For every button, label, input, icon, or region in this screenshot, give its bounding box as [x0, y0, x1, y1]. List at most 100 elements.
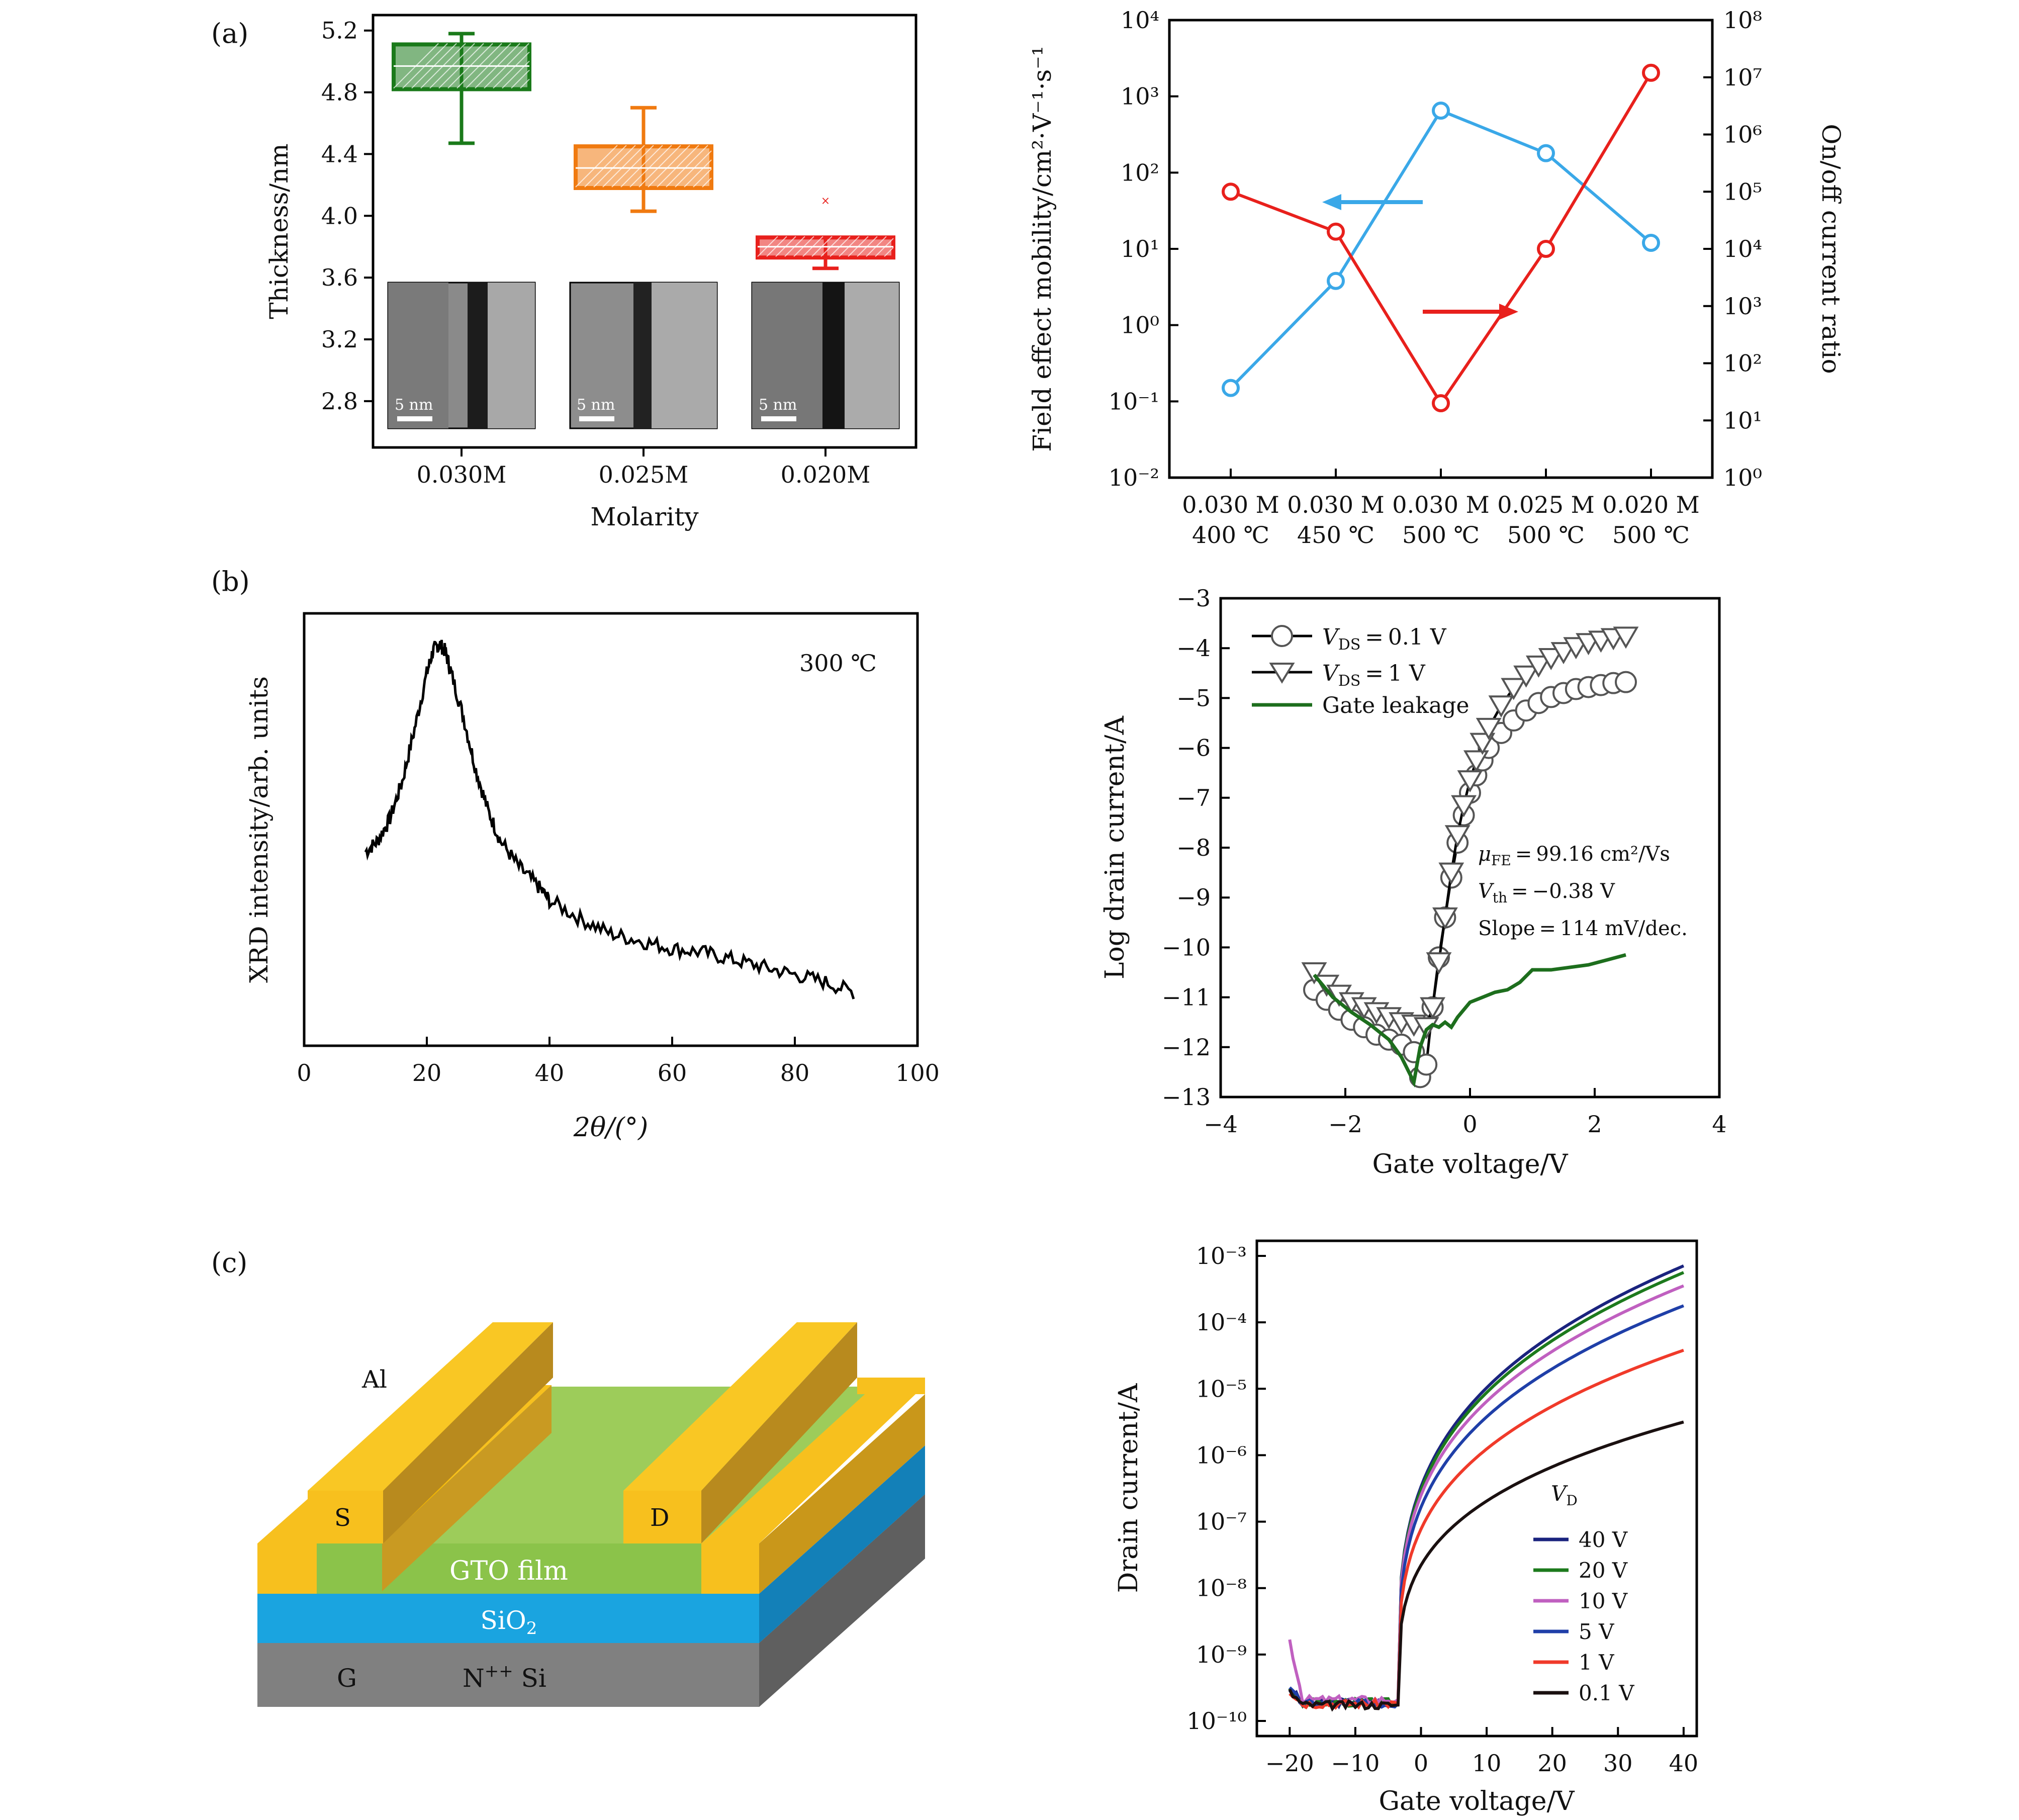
marker-triangle	[1525, 655, 1551, 678]
y-tick-label-right: 10⁸	[1723, 7, 1762, 34]
marker-triangle	[1488, 695, 1514, 718]
legend: VD 40 V 20 V 10 V 5 V 1 V 0.1 V	[1533, 1481, 1634, 1705]
y-tick-label-right: 10⁶	[1723, 121, 1762, 148]
label-source: S	[334, 1504, 351, 1532]
y-tick-label: 3.2	[321, 326, 358, 353]
hatch	[884, 247, 894, 257]
x-tick-label: 0	[1414, 1750, 1428, 1777]
x-tick-label: 0.020M	[781, 461, 871, 488]
series	[1288, 1264, 1685, 1712]
series-line-0.1V	[1288, 1420, 1684, 1712]
tem-inset-1: 5 nm	[387, 282, 536, 429]
label-gto-film: GTO film	[449, 1556, 568, 1586]
y-tick-label: −3	[1176, 585, 1211, 612]
x-tick-label: 0.030 M	[1287, 491, 1384, 518]
chart-transfer: −4 −2 0 2 4 −13 −12 −11 −10 −9 −8 −7 −6 −5 −4 −3 VDS = …	[1100, 585, 1727, 1179]
y-axis-label: Log drain current/A	[1100, 715, 1130, 979]
series-none	[1313, 953, 1626, 1088]
marker	[1642, 233, 1660, 252]
legend-label: 1 V	[1579, 1650, 1614, 1675]
xrd-series-line	[364, 640, 855, 999]
series-line-10V	[1288, 1284, 1685, 1707]
y-tick-label: −4	[1176, 634, 1211, 662]
marker	[1432, 102, 1450, 120]
y-tick-label: −11	[1162, 984, 1211, 1011]
series-lines	[1222, 63, 1660, 413]
x-tick-label: −10	[1331, 1750, 1380, 1777]
marker	[1222, 379, 1240, 397]
y-tick-label-right: 10¹	[1723, 407, 1762, 434]
hatch	[602, 145, 645, 188]
x-tick-label: 4	[1712, 1111, 1726, 1138]
y-tick-label: 10⁻⁵	[1196, 1375, 1247, 1402]
y-tick-label-right: 10⁰	[1723, 464, 1762, 491]
legend-label-leakage: Gate leakage	[1322, 693, 1470, 718]
marker-circle	[1615, 671, 1637, 693]
marker-triangle	[1501, 678, 1527, 700]
temperature-annotation: 300 ℃	[799, 650, 877, 677]
legend-label: 20 V	[1579, 1558, 1628, 1583]
legend-label: 10 V	[1579, 1589, 1628, 1613]
y-tick-label-left: 10¹	[1121, 235, 1159, 262]
x-axis-label: Molarity	[590, 502, 699, 531]
label-sio2: SiO2	[481, 1606, 537, 1639]
chart-thickness-boxplot: 2.8 3.2 3.6 4.0 4.4 4.8 5.2 5 nm 5 nm	[264, 14, 917, 531]
box-0.020M: ×	[756, 195, 895, 270]
x-ticks: 0.030M 0.025M 0.020M	[417, 447, 871, 488]
direction-arrows	[1322, 194, 1518, 320]
y-axis-label-right: On/off current ratio	[1816, 124, 1846, 374]
y-tick-label: −5	[1176, 684, 1211, 711]
scale-label: 5 nm	[395, 396, 433, 414]
y-axis-label-left: Field effect mobility/cm²·V⁻¹·s⁻¹	[1028, 46, 1057, 451]
y-tick-label-right: 10³	[1723, 293, 1762, 320]
hatch	[648, 145, 690, 188]
hatch	[629, 145, 672, 188]
y-tick-label-left: 10⁴	[1121, 7, 1159, 34]
x-tick-label: 60	[658, 1059, 687, 1086]
axis-ticks: 0 20 40 60 80 100	[297, 1037, 940, 1086]
marker	[1222, 183, 1240, 201]
y-tick-label: 2.8	[321, 388, 358, 415]
label-si: N++ Si	[463, 1661, 546, 1693]
series-line-20V	[1288, 1271, 1685, 1709]
hatch	[666, 145, 708, 188]
y-tick-label: 10⁻⁹	[1196, 1641, 1247, 1668]
x-tick-label: −20	[1265, 1750, 1314, 1777]
y-axis-label: XRD intensity/arb. units	[244, 676, 273, 983]
gto-film	[317, 1543, 701, 1594]
label-al: Al	[361, 1366, 387, 1394]
box-0.030M	[392, 32, 531, 145]
marker-triangle	[1420, 997, 1446, 1020]
y-tick-label-right: 10²	[1723, 350, 1762, 377]
marker	[1642, 63, 1660, 82]
x-tick-label: 80	[780, 1059, 810, 1086]
marker	[1432, 394, 1450, 413]
x-tick-label: 40	[1669, 1750, 1699, 1777]
x-tick-label: 0.025 M	[1497, 491, 1594, 518]
hatch	[593, 145, 636, 188]
y-ticks: 2.8 3.2 3.6 4.0 4.4 4.8 5.2	[321, 17, 373, 415]
y-tick-label: −7	[1176, 784, 1211, 811]
sio2-layer	[257, 1594, 759, 1643]
legend-marker-circle	[1271, 625, 1293, 647]
y-tick-label-right: 10⁴	[1723, 235, 1762, 262]
y-tick-label: −13	[1162, 1083, 1211, 1111]
chart-drain-current: −20 −10 0 10 20 30 40 10⁻¹⁰ 10⁻⁹ 10⁻⁸ 10⁻⁷ 10⁻⁶ 10⁻⁵…	[1114, 1239, 1699, 1816]
plot-frame	[303, 612, 919, 1047]
hatch	[638, 145, 681, 188]
y-tick-label: −12	[1162, 1034, 1211, 1061]
label-drain: D	[650, 1504, 669, 1532]
marker-triangle	[1613, 626, 1639, 649]
axis-ticks: 10⁻² 10⁻¹ 10⁰ 10¹ 10² 10³ 10⁴ 10⁰ 10¹ 10² 10³ 10⁴ 10…	[1109, 7, 1762, 549]
hatch	[684, 159, 712, 188]
marker-triangle	[1550, 642, 1577, 665]
panel-label-b: (b)	[211, 566, 250, 597]
panel-label-c: (c)	[211, 1247, 247, 1279]
annotation-vth: Vth = −0.38 V	[1478, 880, 1615, 906]
legend: VDS = 0.1 V VDS = 1 V Gate leakage	[1252, 624, 1470, 718]
panel-label-a: (a)	[211, 18, 248, 49]
series-line-1V	[1289, 1348, 1684, 1710]
y-tick-label-left: 10⁻²	[1109, 464, 1159, 491]
y-tick-label-left: 10³	[1121, 83, 1159, 110]
x-tick-label: 20	[1537, 1750, 1567, 1777]
